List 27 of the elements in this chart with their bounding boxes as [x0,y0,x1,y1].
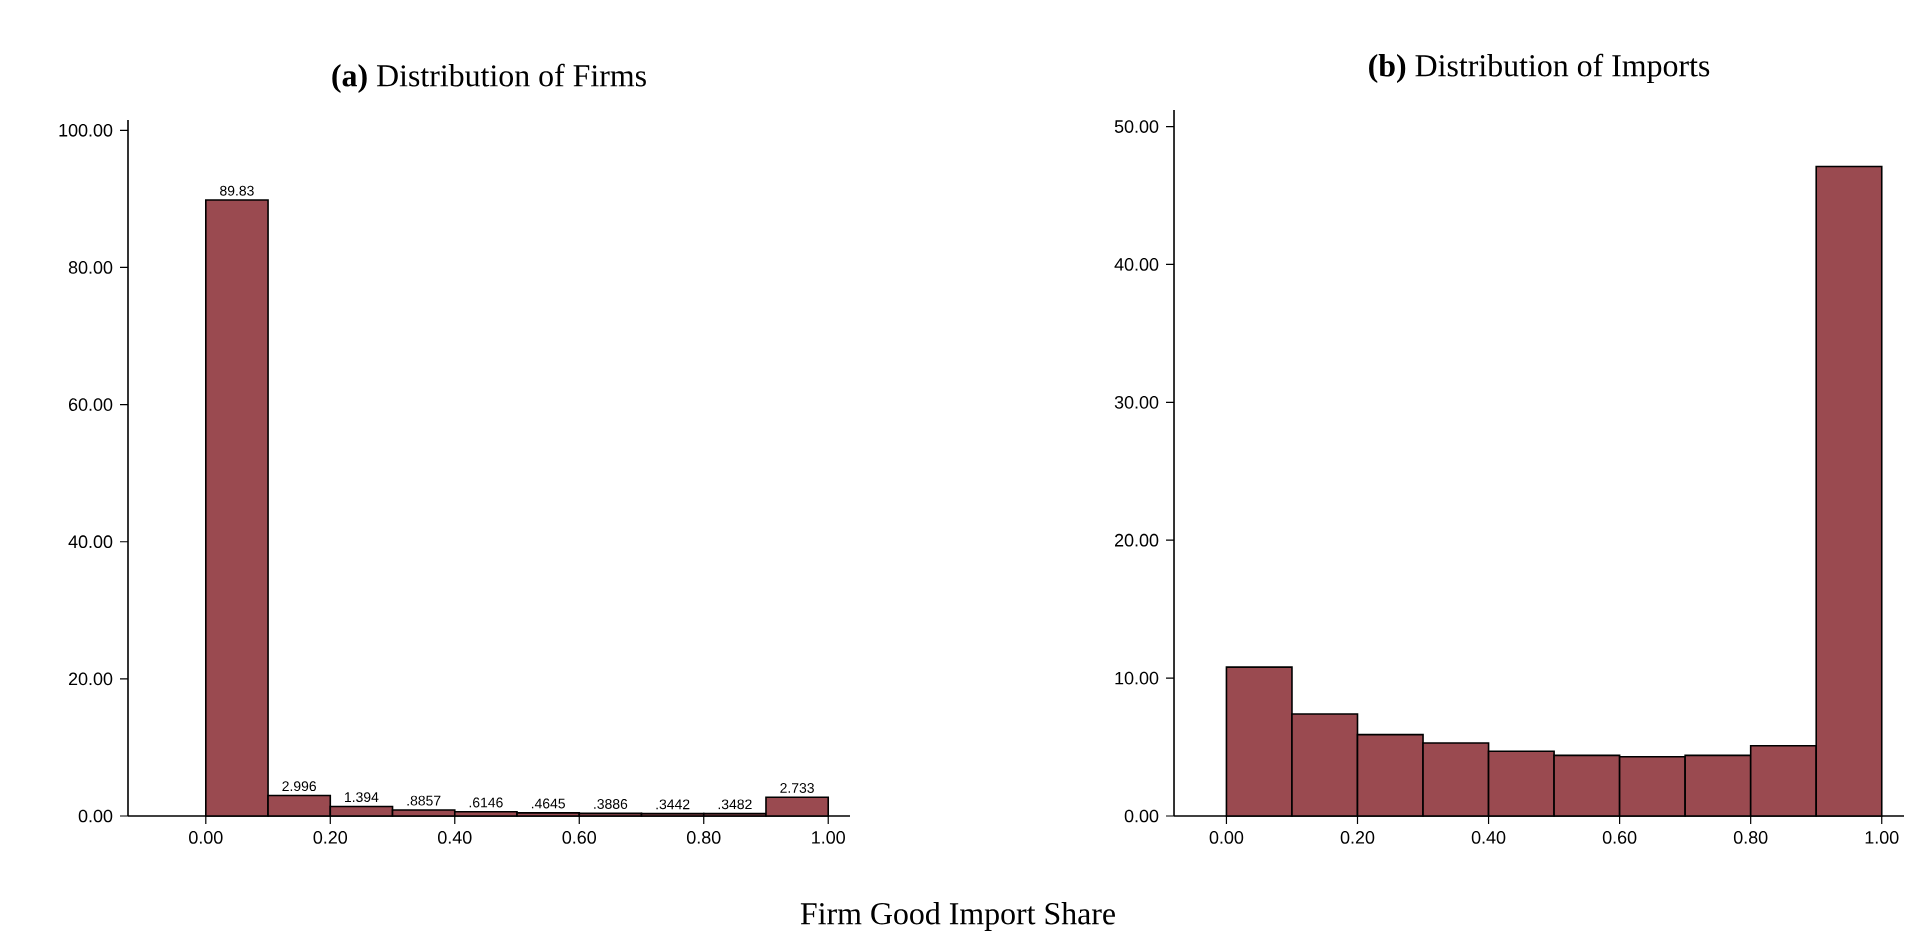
chart-title: (b) Distribution of Imports [1369,53,1710,83]
x-tick-label: 0.20 [1340,831,1375,844]
y-tick-label: 80.00 [68,261,113,274]
y-tick-label: 50.00 [1114,120,1159,133]
y-tick-label: 20.00 [1115,533,1159,547]
x-tick-label: 0.00 [189,831,223,844]
x-tick-label: 0.80 [1733,831,1768,844]
y-tick-label: 20.00 [68,672,113,686]
x-tick-label: 0.60 [562,831,597,844]
text: Firm Good Import Share [800,902,1115,931]
x-tick-label: 0.40 [438,831,472,844]
x-tick-label: 0.00 [1209,831,1244,844]
chart-title: (a) Distribution of Firms [332,63,646,93]
y-tick-label: 0.00 [1124,809,1159,823]
y-tick-label: 10.00 [1115,671,1159,685]
y-tick-label: 0.00 [78,809,113,823]
y-tick-label: 60.00 [68,398,113,411]
y-tick-label: 30.00 [1114,395,1159,409]
x-tick-label: 1.00 [1865,831,1899,844]
x-tick-label: 0.20 [313,831,348,844]
x-tick-label: 0.40 [1471,831,1506,844]
y-tick-label: 40.00 [68,535,113,549]
y-tick-label: 40.00 [1114,258,1159,271]
y-tick-label: 100.00 [59,123,113,137]
x-tick-label: 1.00 [812,831,845,844]
x-tick-label: 0.60 [1602,831,1637,844]
x-tick-label: 0.80 [686,831,721,844]
